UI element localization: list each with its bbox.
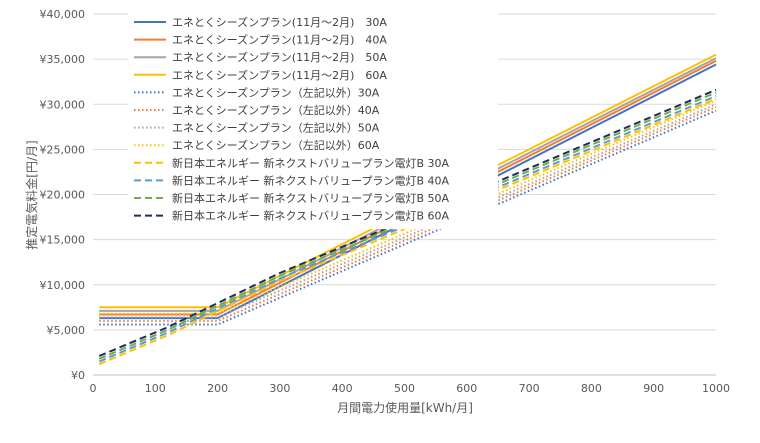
y-tick-label: ¥10,000: [40, 279, 86, 292]
legend-label-9: 新日本エネルギー 新ネクストバリュープラン電灯B 30A: [172, 156, 450, 170]
y-tick-label: ¥30,000: [40, 98, 86, 111]
y-tick-label: ¥40,000: [40, 8, 86, 21]
x-tick-label: 800: [581, 382, 602, 395]
x-tick-label: 100: [145, 382, 166, 395]
x-axis-label: 月間電力使用量[kWh/月]: [337, 400, 473, 415]
legend-label-8: エネとくシーズンプラン（左記以外）60A: [172, 138, 380, 152]
x-tick-label: 600: [456, 382, 477, 395]
legend-label-11: 新日本エネルギー 新ネクストバリュープラン電灯B 50A: [172, 191, 450, 205]
y-tick-label: ¥20,000: [40, 189, 86, 202]
x-tick-label: 500: [394, 382, 415, 395]
legend-label-6: エネとくシーズンプラン（左記以外）40A: [172, 103, 380, 117]
y-tick-label: ¥15,000: [40, 234, 86, 247]
series-line-2: [99, 60, 717, 316]
x-tick-label: 900: [643, 382, 664, 395]
series-line-4: [99, 53, 717, 309]
series-line-3: [99, 57, 717, 312]
legend-label-1: エネとくシーズンプラン(11月～2月) 30A: [172, 15, 387, 29]
legend: エネとくシーズンプラン(11月～2月) 30A エネとくシーズンプラン(11月～2…: [128, 12, 498, 230]
x-tick-label: 0: [90, 382, 97, 395]
y-tick-label: ¥5,000: [47, 324, 86, 337]
y-axis-label: 推定電気料金[円/月]: [24, 140, 39, 249]
series-line-1: [99, 63, 717, 320]
x-tick-label: 1000: [702, 382, 730, 395]
legend-label-5: エネとくシーズンプラン（左記以外）30A: [172, 85, 380, 99]
legend-label-4: エネとくシーズンプラン(11月～2月) 60A: [172, 68, 387, 82]
x-tick-label: 700: [519, 382, 540, 395]
y-tick-label: ¥35,000: [40, 53, 86, 66]
axes: ¥0 ¥5,000 ¥10,000 ¥15,000 ¥20,000 ¥25,000 ¥30,…: [40, 8, 731, 395]
y-tick-label: ¥25,000: [40, 143, 86, 156]
legend-background: [128, 12, 498, 230]
x-tick-label: 300: [269, 382, 290, 395]
legend-label-7: エネとくシーズンプラン（左記以外）50A: [172, 121, 380, 135]
legend-label-3: エネとくシーズンプラン(11月～2月) 50A: [172, 50, 387, 64]
y-tick-label: ¥0: [71, 369, 85, 382]
legend-label-2: エネとくシーズンプラン(11月～2月) 40A: [172, 33, 387, 47]
legend-label-12: 新日本エネルギー 新ネクストバリュープラン電灯B 60A: [172, 209, 450, 223]
legend-label-10: 新日本エネルギー 新ネクストバリュープラン電灯B 40A: [172, 173, 450, 187]
x-tick-label: 200: [207, 382, 228, 395]
x-tick-label: 400: [332, 382, 353, 395]
